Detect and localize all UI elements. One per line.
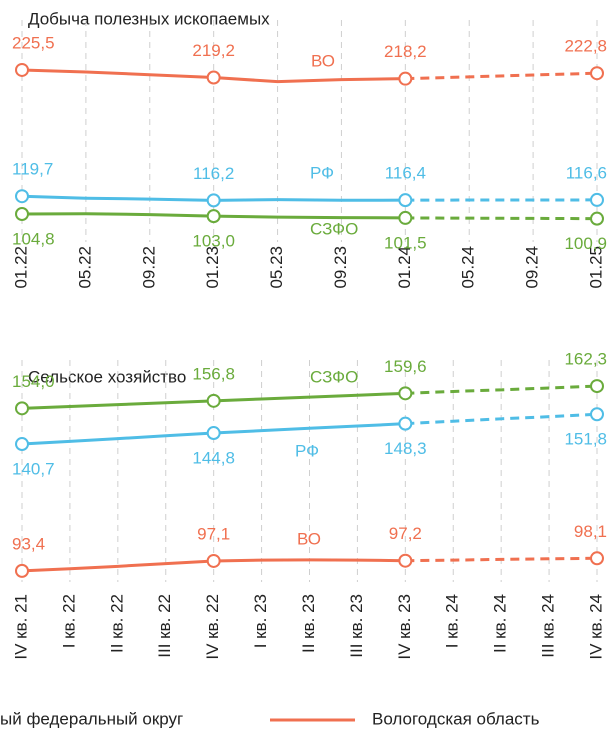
point (590, 211, 604, 226)
data-label: 103,0 (192, 232, 235, 251)
x-tick-label: II кв. 22 (107, 594, 126, 653)
point (206, 209, 221, 224)
x-tick-label: 01.22 (11, 246, 30, 289)
legend-label: Вологодская область (372, 709, 540, 728)
x-tick-label: IV кв. 22 (203, 594, 222, 660)
x-tick-label: I кв. 22 (59, 594, 78, 648)
data-label: 104,8 (12, 229, 55, 248)
data-label: 116,2 (193, 164, 234, 183)
data-label: 225,5 (12, 33, 55, 52)
point (206, 426, 221, 441)
data-label: 222,8 (564, 37, 607, 56)
data-label: 98,1 (574, 522, 607, 541)
point (590, 66, 604, 81)
x-tick-label: IV кв. 24 (586, 594, 605, 660)
x-tick-label: 05.24 (459, 246, 478, 289)
point (206, 70, 221, 85)
forecast-line (405, 412, 598, 426)
x-tick-label: 01.23 (203, 246, 222, 289)
point (398, 71, 413, 86)
x-tick-label: 09.24 (523, 246, 542, 289)
point (206, 193, 221, 208)
x-tick-label: 05.22 (75, 246, 94, 289)
x-tick-label: 05.23 (267, 246, 286, 289)
x-tick-label: III кв. 22 (155, 594, 174, 658)
point (398, 210, 413, 225)
data-label: 154,0 (12, 372, 55, 391)
data-label: 159,6 (384, 357, 427, 376)
point (15, 189, 29, 204)
point (590, 379, 604, 394)
series-name: ВО (311, 51, 335, 70)
x-tick-label: I кв. 24 (443, 594, 462, 648)
data-label: 144,8 (192, 449, 235, 468)
data-label: 156,8 (192, 364, 235, 383)
point (398, 193, 413, 208)
point (15, 62, 29, 77)
series-name: РФ (295, 441, 319, 460)
x-tick-label: III кв. 24 (539, 594, 558, 658)
data-label: 162,3 (564, 350, 607, 369)
x-tick-label: I кв. 23 (251, 594, 270, 648)
forecast-line (405, 71, 598, 81)
data-label: 93,4 (12, 534, 45, 553)
data-label: 148,3 (384, 439, 427, 458)
point (15, 563, 29, 578)
x-tick-label: IV кв. 21 (11, 594, 30, 660)
forecast-line (405, 556, 598, 563)
data-label: 100,9 (564, 234, 607, 253)
point (398, 386, 413, 401)
data-label: 219,2 (192, 41, 235, 60)
x-tick-label: 09.22 (139, 246, 158, 289)
point (15, 437, 29, 452)
data-label: 116,6 (566, 163, 607, 182)
series-name: РФ (310, 163, 334, 182)
data-label: 97,1 (197, 524, 230, 543)
x-tick-label: 01.24 (395, 246, 414, 289)
chart-title: Добыча полезных ископаемых (28, 9, 270, 28)
point (15, 401, 29, 416)
x-tick-label: 01.25 (586, 246, 605, 289)
series-name: ВО (297, 529, 321, 548)
point (590, 407, 604, 422)
point (398, 416, 413, 431)
data-label: 97,2 (389, 524, 422, 543)
point (206, 553, 221, 568)
data-label: 151,8 (564, 430, 607, 449)
chart-title: Сельское хозяйство (28, 367, 186, 386)
point (590, 192, 604, 207)
point (206, 393, 221, 408)
point (590, 551, 604, 566)
point (15, 206, 29, 221)
data-label: 218,2 (384, 42, 427, 61)
x-tick-label: IV кв. 23 (395, 594, 414, 660)
x-tick-label: III кв. 23 (347, 594, 366, 658)
series-name: СЗФО (310, 219, 358, 238)
series-name: СЗФО (310, 367, 358, 386)
x-tick-label: II кв. 24 (491, 594, 510, 653)
data-label: 140,7 (12, 460, 55, 479)
x-tick-label: 09.23 (331, 246, 350, 289)
legend-label: ый федеральный округ (0, 709, 183, 728)
data-label: 119,7 (12, 160, 53, 179)
point (398, 553, 413, 568)
forecast-line (405, 384, 598, 395)
forecast-line (405, 216, 598, 221)
data-label: 101,5 (384, 233, 427, 252)
x-tick-label: II кв. 23 (299, 594, 318, 653)
data-label: 116,4 (385, 164, 426, 183)
